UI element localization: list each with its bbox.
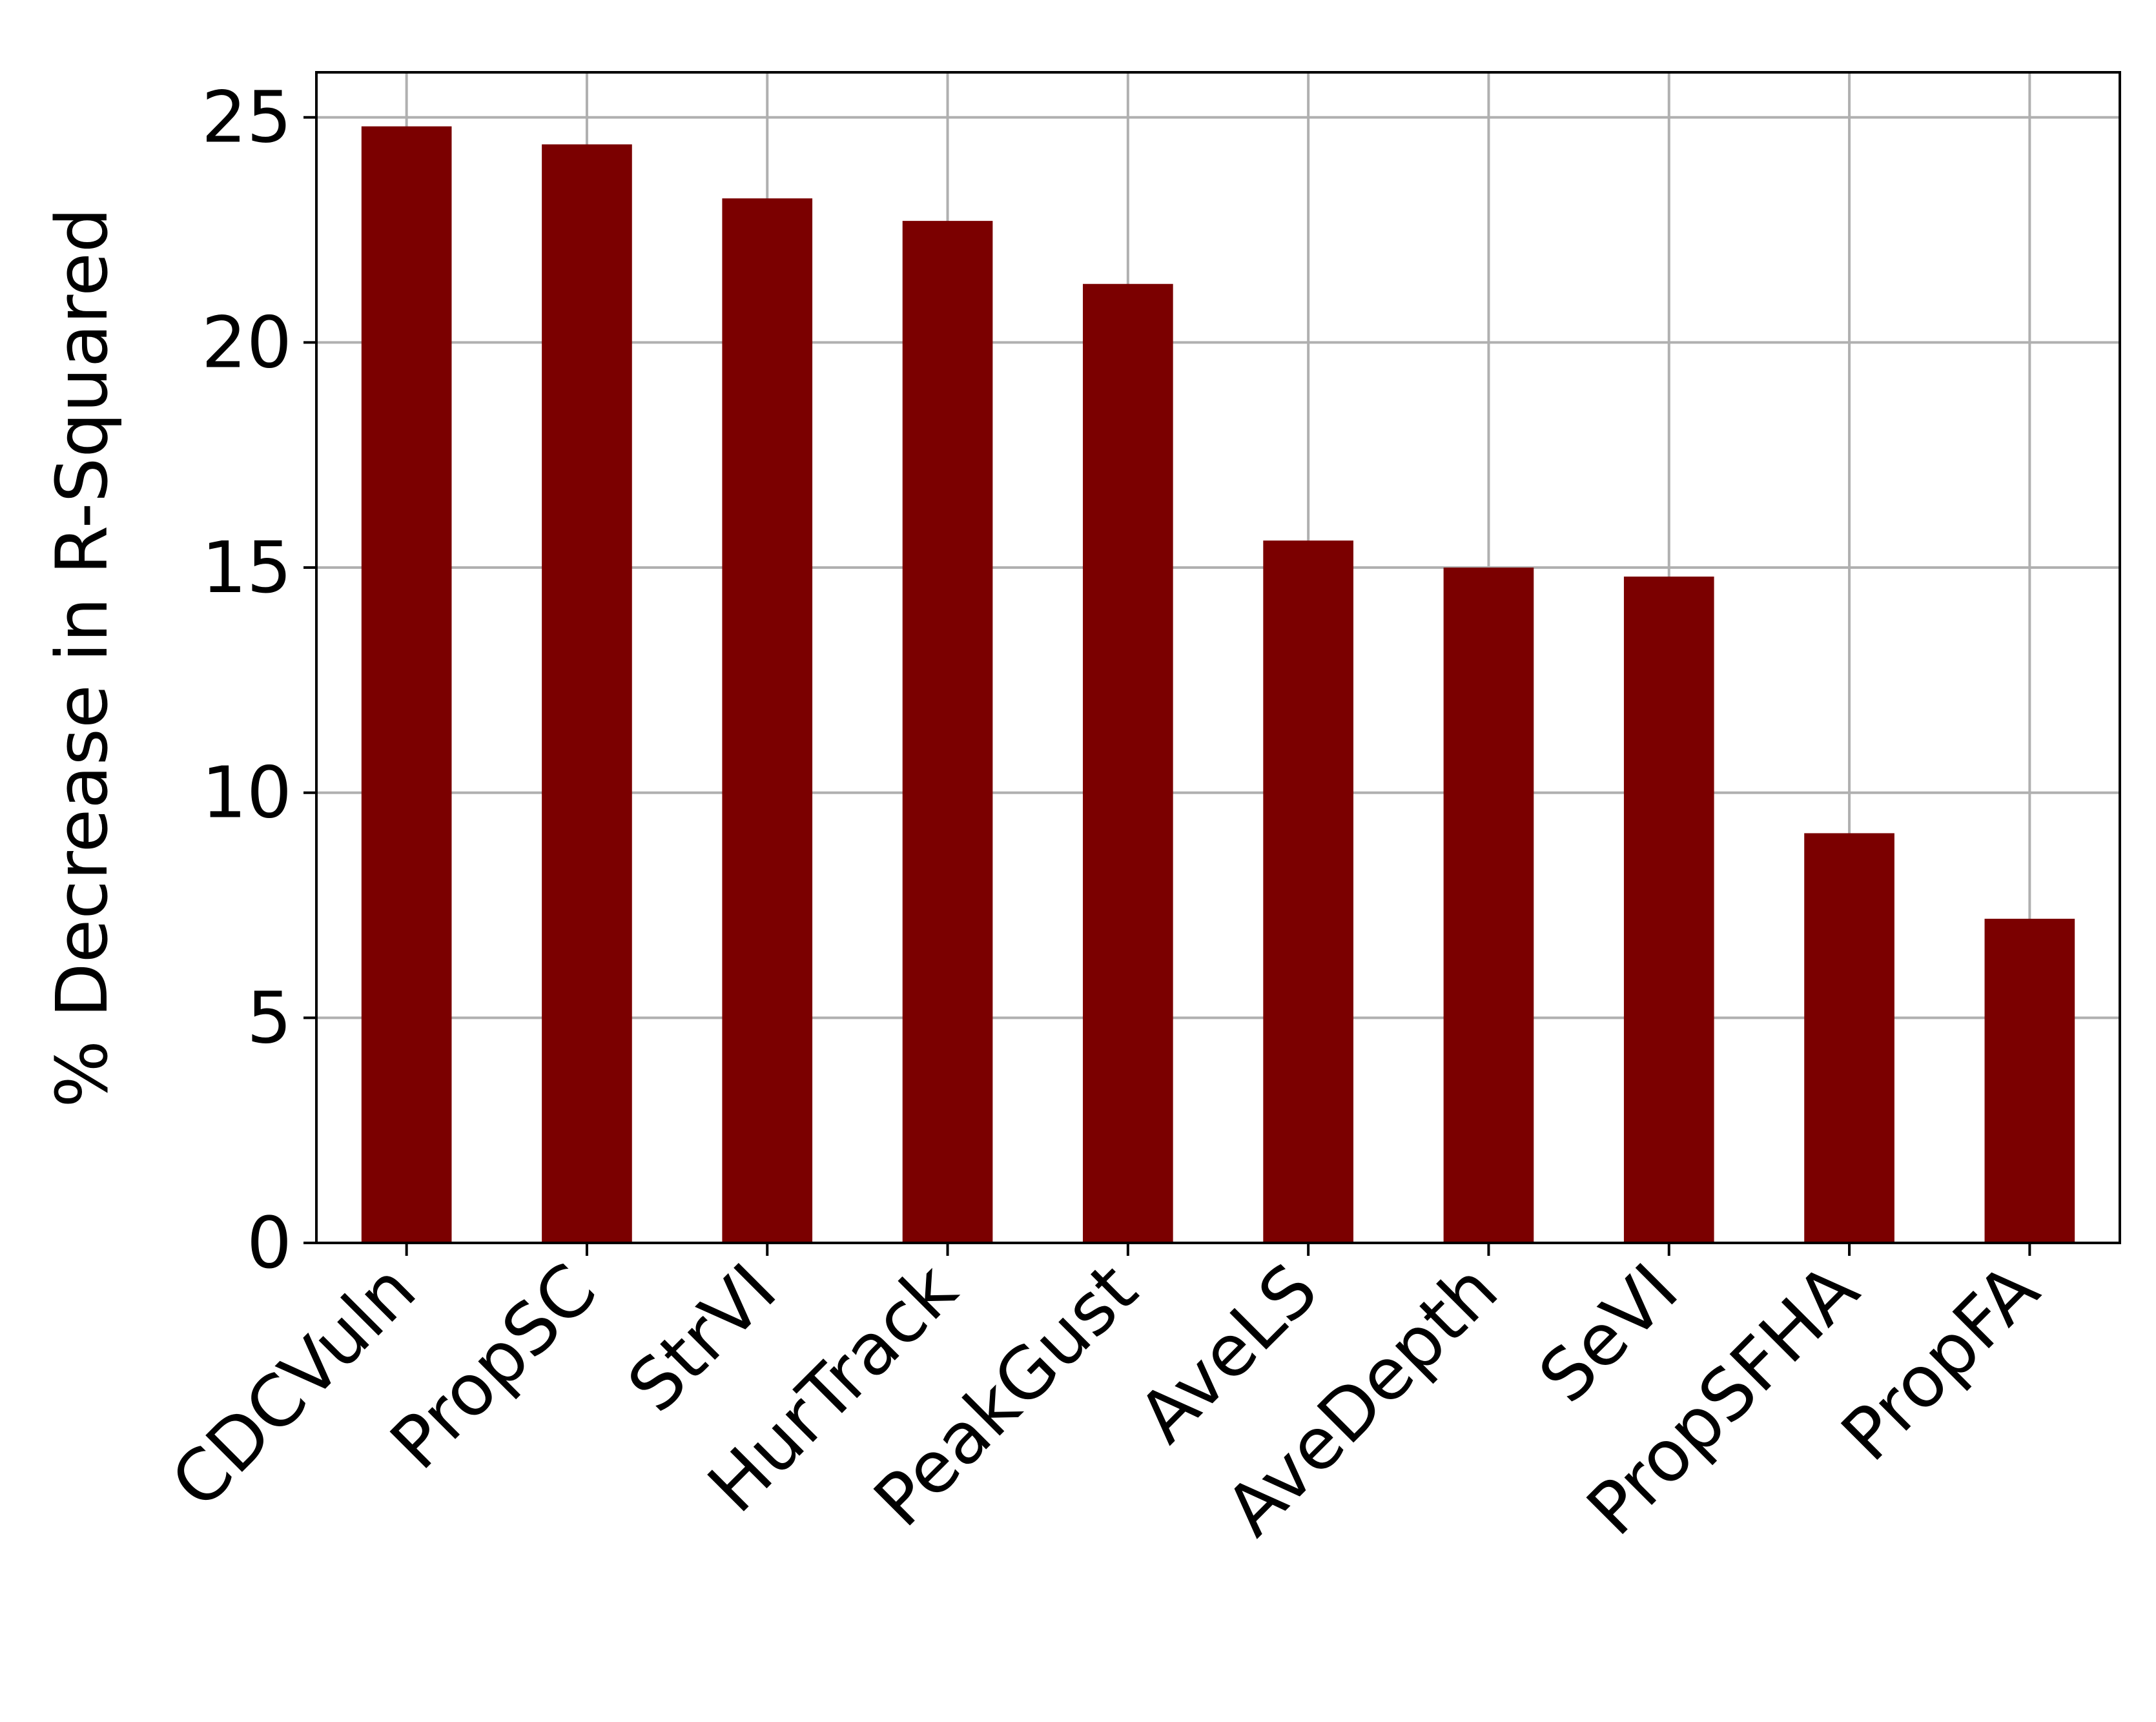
- labels-layer: % Decrease in R-Squared 0 5 10 15 20 25 CDCVul…: [41, 76, 2055, 1552]
- x-tick-label: CDCVuln: [156, 1248, 431, 1524]
- bar: [1263, 540, 1353, 1244]
- y-tick-label: 10: [201, 752, 292, 834]
- plot-frame: [315, 71, 2121, 1244]
- y-tick-label: 20: [201, 301, 292, 384]
- bar: [1804, 833, 1894, 1243]
- bars-layer: [361, 126, 2075, 1244]
- bar: [1623, 576, 1714, 1243]
- y-axis-label: % Decrease in R-Squared: [41, 207, 123, 1107]
- y-tick-label: 0: [247, 1202, 292, 1284]
- bar: [361, 126, 452, 1244]
- bar: [542, 144, 632, 1244]
- bar: [1443, 568, 1534, 1243]
- x-tick-label: SeVI: [1523, 1248, 1694, 1419]
- x-tick-label: PropFA: [1826, 1248, 2055, 1477]
- y-tick-label: 5: [247, 976, 292, 1059]
- y-tick-label: 15: [201, 526, 292, 609]
- y-tick-label: 25: [201, 76, 292, 159]
- axes-layer: [303, 71, 2121, 1256]
- bar: [1083, 283, 1173, 1243]
- bar: [1984, 918, 2075, 1243]
- bar: [902, 221, 993, 1243]
- x-tick-label: PropSC: [375, 1248, 611, 1485]
- bar: [722, 198, 813, 1244]
